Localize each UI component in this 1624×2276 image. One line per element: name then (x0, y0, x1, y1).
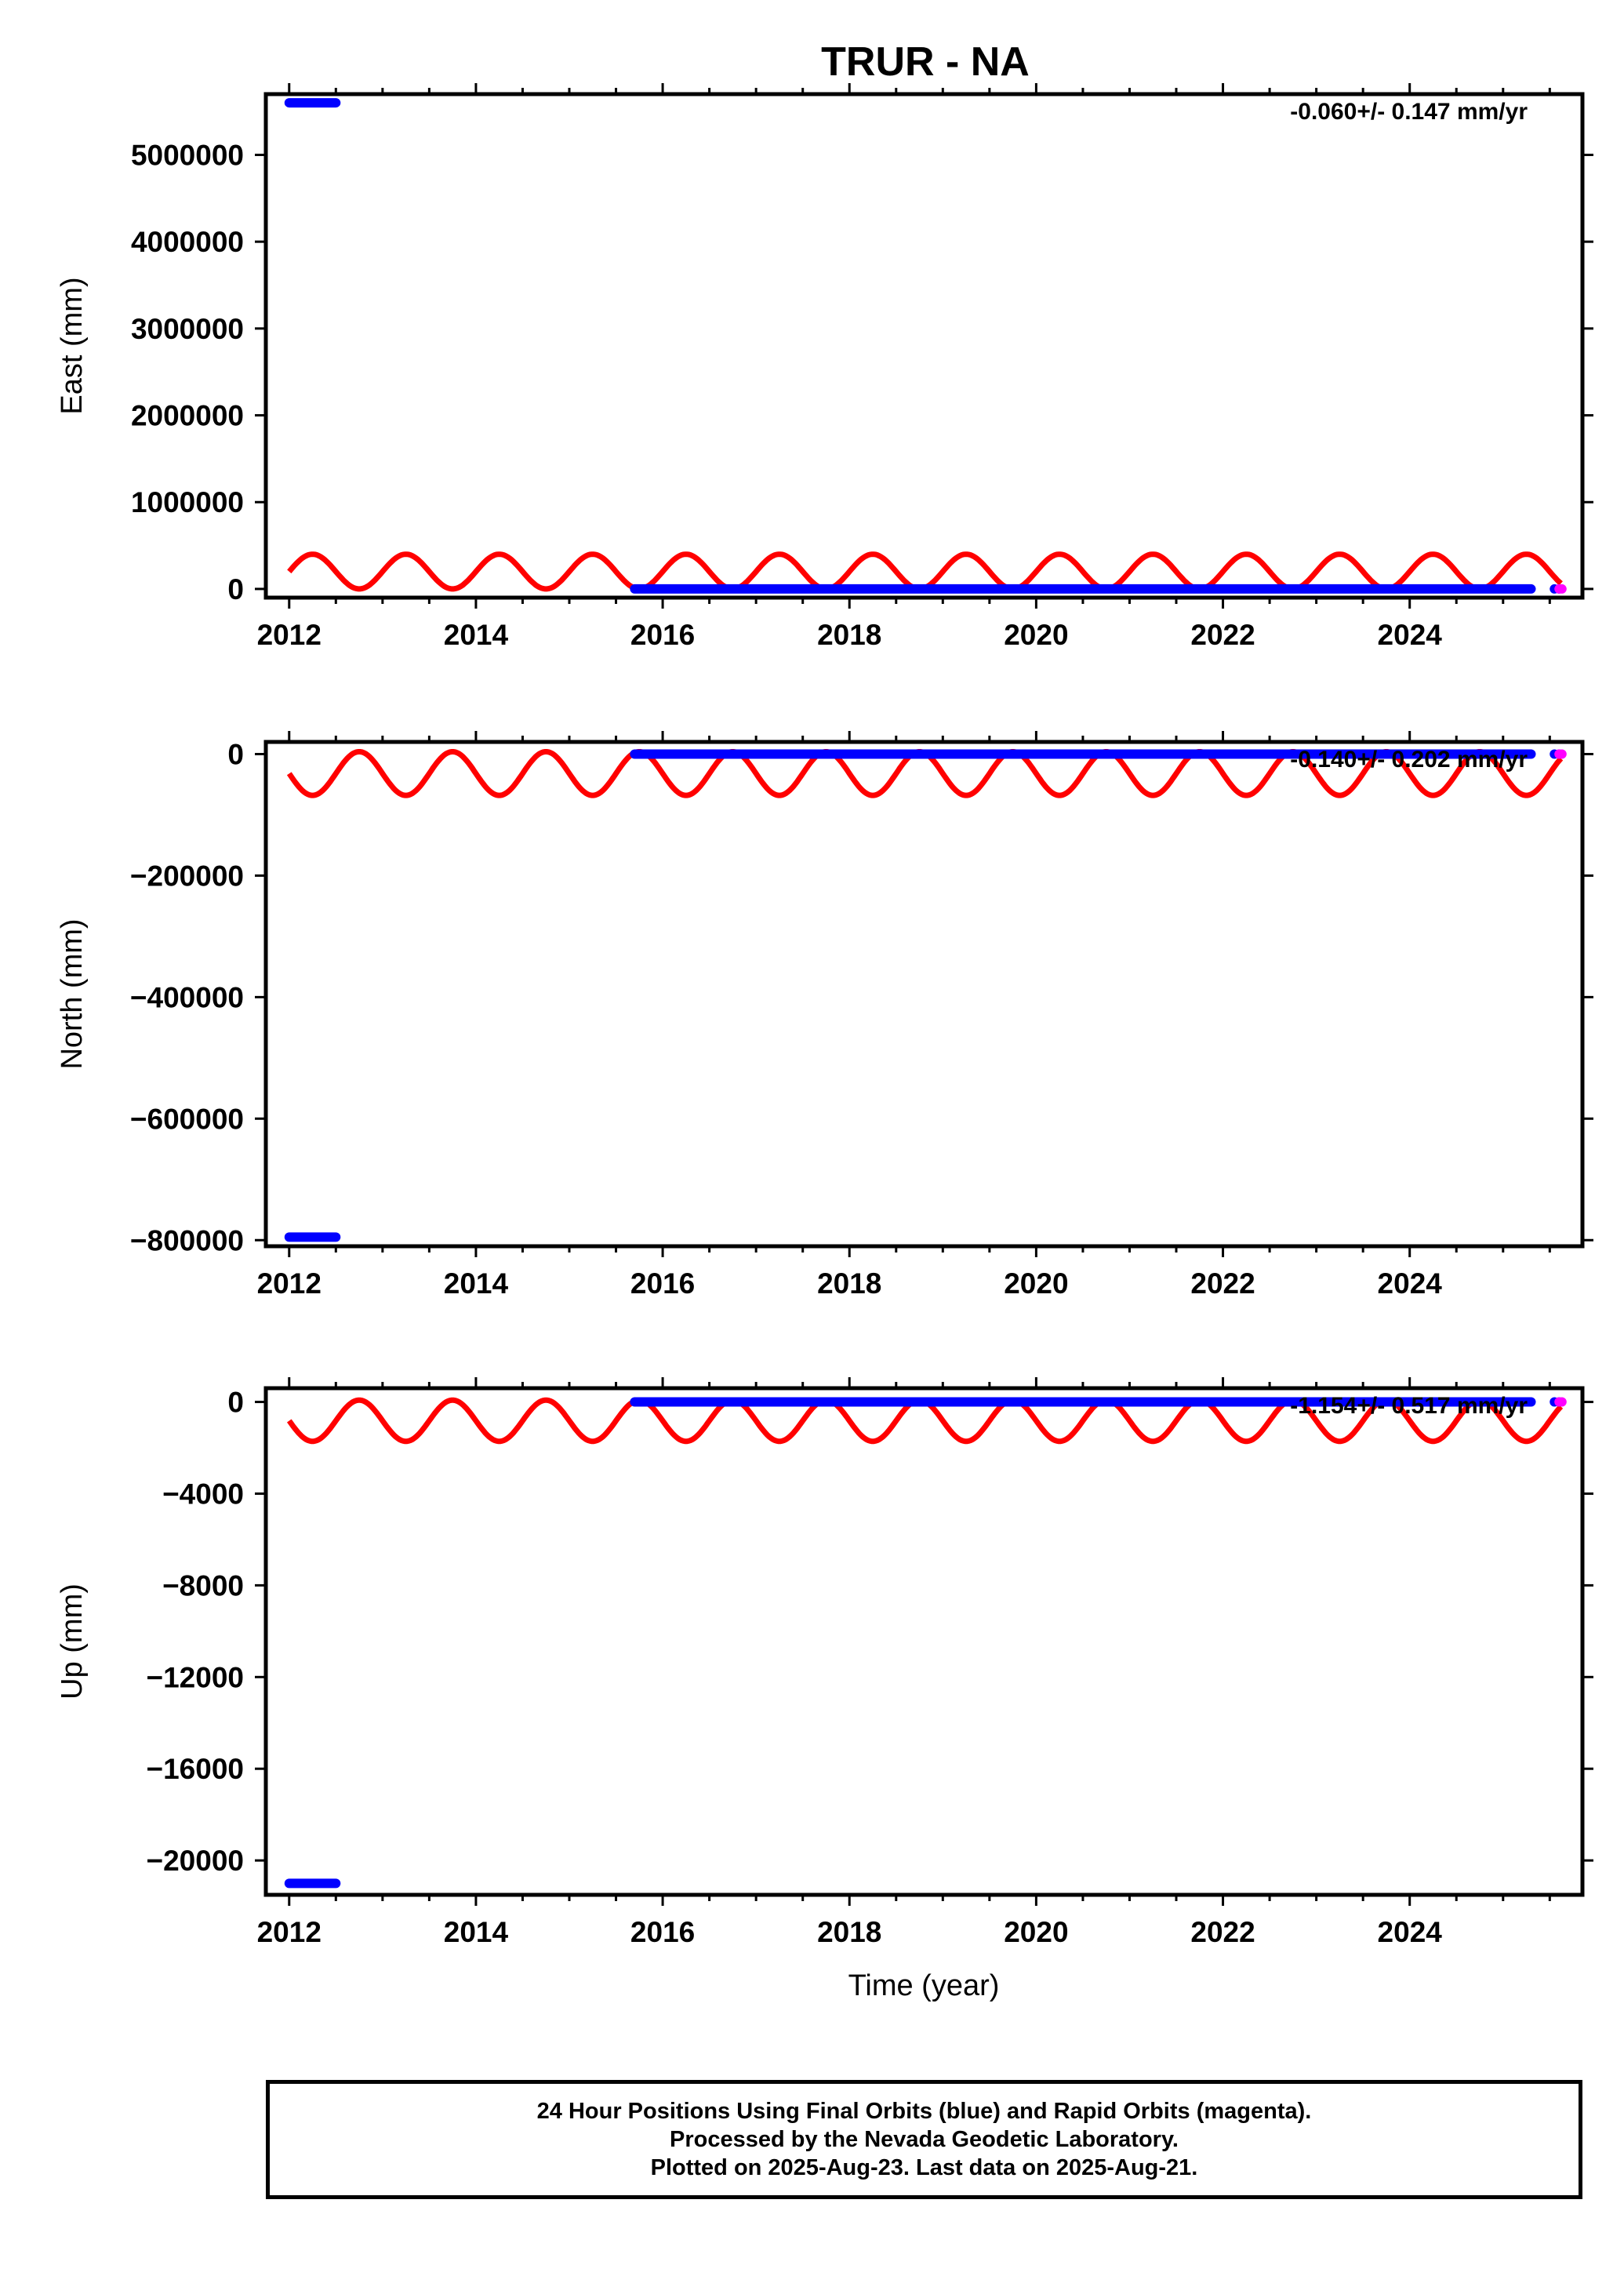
up-y-tick-label: −20000 (147, 1845, 245, 1877)
up-y-tick-label: 0 (227, 1387, 244, 1419)
up-x-tick-label: 2016 (630, 1916, 695, 1948)
east-x-tick-label: 2018 (817, 619, 881, 651)
chart-title: TRUR - NA (821, 39, 1030, 85)
up-rapid-point-1 (1557, 1397, 1567, 1407)
footer-line-3: Plotted on 2025-Aug-23. Last data on 202… (650, 2155, 1198, 2180)
north-x-tick-label: 2012 (257, 1267, 322, 1300)
up-y-tick-label: −12000 (147, 1661, 245, 1693)
east-y-tick-label: 0 (227, 573, 244, 605)
up-x-tick-label: 2024 (1378, 1916, 1443, 1948)
footer-box: 24 Hour Positions Using Final Orbits (bl… (266, 2080, 1582, 2199)
north-x-tick-label: 2024 (1378, 1267, 1443, 1300)
east-x-tick-label: 2016 (630, 619, 695, 651)
north-x-tick-label: 2022 (1190, 1267, 1255, 1300)
north-y-tick-label: 0 (227, 738, 244, 770)
east-x-tick-label: 2012 (257, 619, 322, 651)
east-x-tick-label: 2022 (1190, 619, 1255, 651)
north-velocity-label: -0.140+/- 0.202 mm/yr (1290, 747, 1528, 773)
east-x-tick-label: 2014 (444, 619, 509, 651)
east-y-tick-label: 2000000 (131, 400, 244, 432)
east-seasonal-curve (287, 551, 1563, 592)
up-frame (263, 1386, 1585, 1897)
footer-line-2: Processed by the Nevada Geodetic Laborat… (670, 2127, 1179, 2152)
up-x-tick-label: 2022 (1190, 1916, 1255, 1948)
north-frame (263, 740, 1585, 1249)
up-y-axis-title: Up (mm) (56, 1583, 89, 1700)
north-x-tick-label: 2018 (817, 1267, 881, 1300)
north-x-tick-label: 2014 (444, 1267, 509, 1300)
up-x-tick-label: 2020 (1004, 1916, 1068, 1948)
up-x-tick-label: 2014 (444, 1916, 509, 1948)
footer-line-1: 24 Hour Positions Using Final Orbits (bl… (536, 2099, 1312, 2124)
up-y-tick-label: −16000 (147, 1753, 245, 1785)
east-rapid-point-1 (1557, 584, 1567, 594)
up-y-tick-label: −4000 (162, 1478, 244, 1510)
north-rapid-point-1 (1557, 749, 1567, 759)
north-x-tick-label: 2016 (630, 1267, 695, 1300)
up-panel: 2012 2014 2016 2018 2020 2022 2024 0 −4000 −8000 −… (56, 1377, 1593, 1948)
east-y-tick-label: 1000000 (131, 486, 244, 518)
up-velocity-label: -1.154+/- 0.517 mm/yr (1290, 1393, 1528, 1419)
east-x-tick-label: 2020 (1004, 619, 1068, 651)
north-y-tick-label: −200000 (130, 860, 244, 892)
east-y-tick-label: 5000000 (131, 139, 244, 171)
east-y-tick-label: 3000000 (131, 313, 244, 345)
north-y-axis-title: North (mm) (56, 918, 89, 1069)
east-y-axis-title: East (mm) (56, 277, 89, 414)
x-axis-title: Time (year) (848, 1969, 1000, 2002)
up-x-tick-label: 2018 (817, 1916, 881, 1948)
north-x-tick-label: 2020 (1004, 1267, 1068, 1300)
up-x-tick-label: 2012 (257, 1916, 322, 1948)
east-x-tick-label: 2024 (1378, 619, 1443, 651)
east-velocity-label: -0.060+/- 0.147 mm/yr (1290, 99, 1528, 125)
up-y-tick-label: −8000 (162, 1569, 244, 1602)
north-panel: 2012 2014 2016 2018 2020 2022 2024 0 −200000 −400… (56, 731, 1593, 1300)
east-frame (263, 92, 1585, 600)
north-y-tick-label: −800000 (130, 1224, 244, 1256)
east-y-tick-label: 4000000 (131, 226, 244, 258)
east-panel: 2012 2014 2016 2018 2020 2022 2024 0 1000000 2000… (56, 83, 1593, 651)
north-y-tick-label: −600000 (130, 1103, 244, 1135)
north-y-tick-label: −400000 (130, 981, 244, 1013)
